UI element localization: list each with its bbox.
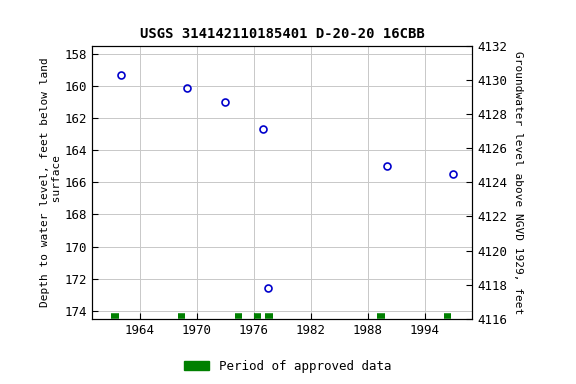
Y-axis label: Depth to water level, feet below land
 surface: Depth to water level, feet below land su… [40,58,62,307]
Y-axis label: Groundwater level above NGVD 1929, feet: Groundwater level above NGVD 1929, feet [513,51,523,314]
Legend: Period of approved data: Period of approved data [179,355,397,378]
Title: USGS 314142110185401 D-20-20 16CBB: USGS 314142110185401 D-20-20 16CBB [140,27,425,41]
